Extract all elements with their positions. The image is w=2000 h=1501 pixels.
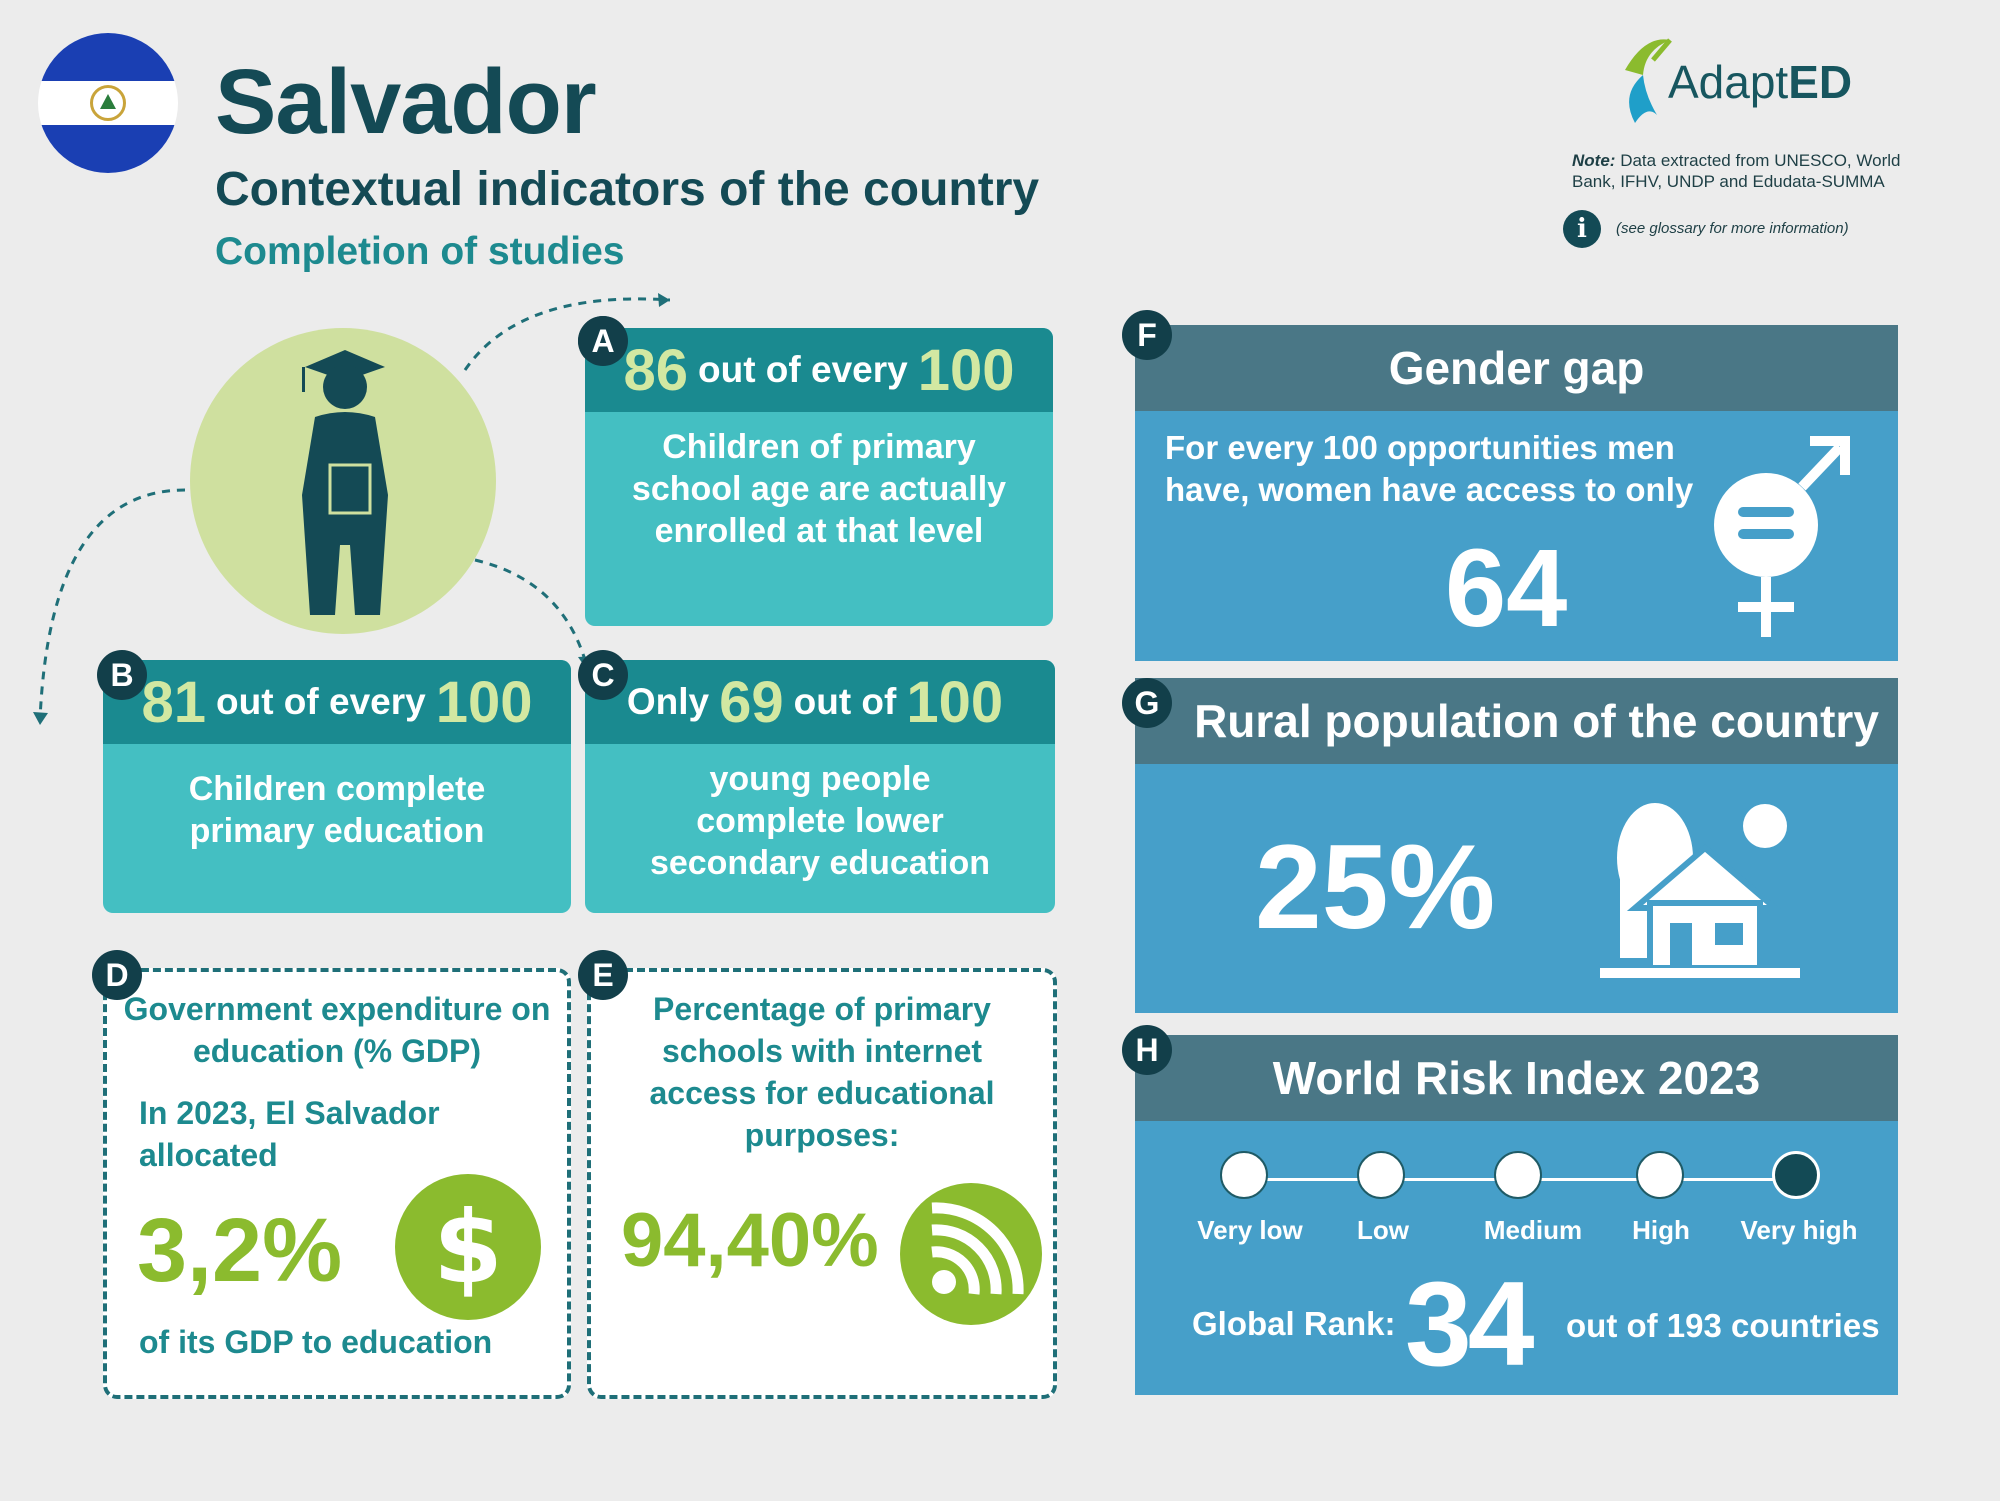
panel-f-title: Gender gap <box>1135 325 1898 411</box>
rural-house-icon <box>1600 803 1800 978</box>
card-b-total: 100 <box>435 669 533 735</box>
rank-label: Global Rank: <box>1192 1305 1396 1342</box>
card-a-header: 86 out of every 100 <box>585 328 1053 412</box>
rank-suffix: out of 193 countries <box>1566 1307 1880 1344</box>
box-d-title: Government expenditure on education (% G… <box>123 991 551 1069</box>
card-c-text: young people complete lower secondary ed… <box>649 760 991 882</box>
letter-a: A <box>578 316 628 366</box>
card-c-total: 100 <box>906 669 1004 735</box>
panel-f-text: For every 100 opportunities men have, wo… <box>1165 429 1694 508</box>
risk-label-medium: Medium <box>1483 1215 1583 1245</box>
panel-g-title: Rural population of the country <box>1135 678 1898 764</box>
box-e-title: Percentage of primary schools with inter… <box>649 991 995 1153</box>
risk-label-high: High <box>1632 1215 1690 1245</box>
letter-d: D <box>92 950 142 1000</box>
panel-f: Gender gap For every 100 opportunities m… <box>1135 325 1898 661</box>
card-c-value: 69 <box>719 669 784 735</box>
page-title: Salvador <box>215 51 597 153</box>
section-title: Completion of studies <box>215 230 625 273</box>
gender-equality-icon <box>1714 436 1850 637</box>
letter-f: F <box>1122 310 1172 360</box>
risk-step-medium <box>1494 1151 1542 1199</box>
card-b-text: Children complete primary education <box>188 770 486 850</box>
box-e: Percentage of primary schools with inter… <box>587 968 1057 1399</box>
risk-step-very-high-selected <box>1772 1151 1820 1199</box>
risk-step-low <box>1357 1151 1405 1199</box>
card-a-text: Children of primary school age are actua… <box>631 428 1007 550</box>
svg-text:$: $ <box>433 1189 503 1306</box>
risk-step-high <box>1636 1151 1684 1199</box>
card-c-prefix: Only <box>626 681 710 722</box>
flag-top-band <box>38 33 178 81</box>
panel-f-value: 64 <box>1445 527 1568 650</box>
box-d: Government expenditure on education (% G… <box>103 968 571 1399</box>
wifi-icon <box>900 1183 1042 1325</box>
logo-text: AdaptED <box>1668 56 1853 108</box>
letter-e: E <box>578 950 628 1000</box>
glossary-note: (see glossary for more information) <box>1616 220 1849 237</box>
risk-label-very-high: Very high <box>1740 1215 1858 1245</box>
risk-step-very-low <box>1220 1151 1268 1199</box>
card-c-header: Only 69 out of 100 <box>585 660 1055 744</box>
letter-b: B <box>97 650 147 700</box>
panel-g-value: 25% <box>1255 820 1496 954</box>
note: Note: Data extracted from UNESCO, World … <box>1572 151 1901 191</box>
letter-g: G <box>1122 678 1172 728</box>
el-salvador-flag <box>38 33 178 173</box>
box-d-outro: of its GDP to education <box>139 1324 493 1360</box>
flag-bottom-band <box>38 125 178 173</box>
info-icon: i <box>1563 210 1601 248</box>
card-c: Only 69 out of 100 young people complete… <box>585 660 1055 913</box>
panel-h-title: World Risk Index 2023 <box>1135 1035 1898 1121</box>
dollar-icon: $ <box>395 1174 541 1320</box>
box-e-value: 94,40% <box>621 1198 879 1283</box>
card-a-value: 86 <box>623 337 688 403</box>
rank-value: 34 <box>1405 1257 1534 1391</box>
risk-label-low: Low <box>1357 1215 1409 1245</box>
panel-h: World Risk Index 2023 <box>1135 1035 1898 1395</box>
box-d-intro: In 2023, El Salvador allocated <box>139 1095 440 1173</box>
graduate-icon <box>302 350 388 615</box>
adapted-logo-icon <box>1625 38 1672 123</box>
card-b-header: 81 out of every 100 <box>103 660 571 744</box>
coat-of-arms-icon <box>90 85 126 121</box>
card-a: 86 out of every 100 Children of primary … <box>585 328 1053 626</box>
letter-h: H <box>1122 1025 1172 1075</box>
card-b-value: 81 <box>141 669 206 735</box>
risk-label-very-low: Very low <box>1197 1215 1303 1245</box>
card-a-mid: out of every <box>698 349 908 390</box>
card-a-total: 100 <box>917 337 1015 403</box>
letter-c: C <box>578 650 628 700</box>
card-c-mid: out of <box>793 681 897 722</box>
card-b-mid: out of every <box>216 681 426 722</box>
card-b: 81 out of every 100 Children complete pr… <box>103 660 571 913</box>
page-subtitle: Contextual indicators of the country <box>215 163 1040 216</box>
box-d-value: 3,2% <box>137 1201 343 1301</box>
panel-g: Rural population of the country 25% <box>1135 678 1898 1013</box>
